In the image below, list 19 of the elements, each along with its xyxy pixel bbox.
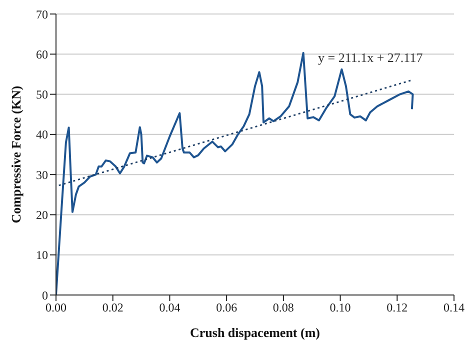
x-tick-label: 0.08 bbox=[272, 300, 294, 315]
y-tick-label: 0 bbox=[42, 288, 48, 302]
x-tick-label: 0.02 bbox=[102, 300, 124, 315]
x-tick-label: 0.00 bbox=[46, 300, 66, 315]
x-tick-label: 0.14 bbox=[444, 300, 464, 315]
y-axis-title: Compressive Force (KN) bbox=[8, 86, 24, 224]
y-tick-label: 30 bbox=[36, 168, 48, 182]
x-tick-label: 0.12 bbox=[386, 300, 408, 315]
y-tick-label: 50 bbox=[36, 88, 48, 102]
x-tick-label: 0.10 bbox=[330, 300, 351, 315]
y-tick-label: 20 bbox=[36, 208, 48, 222]
y-tick-label: 70 bbox=[36, 7, 48, 22]
y-tick-label: 60 bbox=[36, 47, 48, 62]
x-axis-title: Crush dispacement (m) bbox=[190, 325, 320, 340]
y-tick-label: 40 bbox=[36, 128, 48, 142]
x-tick-label: 0.04 bbox=[159, 300, 180, 315]
x-tick-label: 0.06 bbox=[216, 300, 238, 315]
annotation: y = 211.1x + 27.117 bbox=[318, 50, 423, 66]
y-tick-label: 10 bbox=[36, 248, 48, 262]
